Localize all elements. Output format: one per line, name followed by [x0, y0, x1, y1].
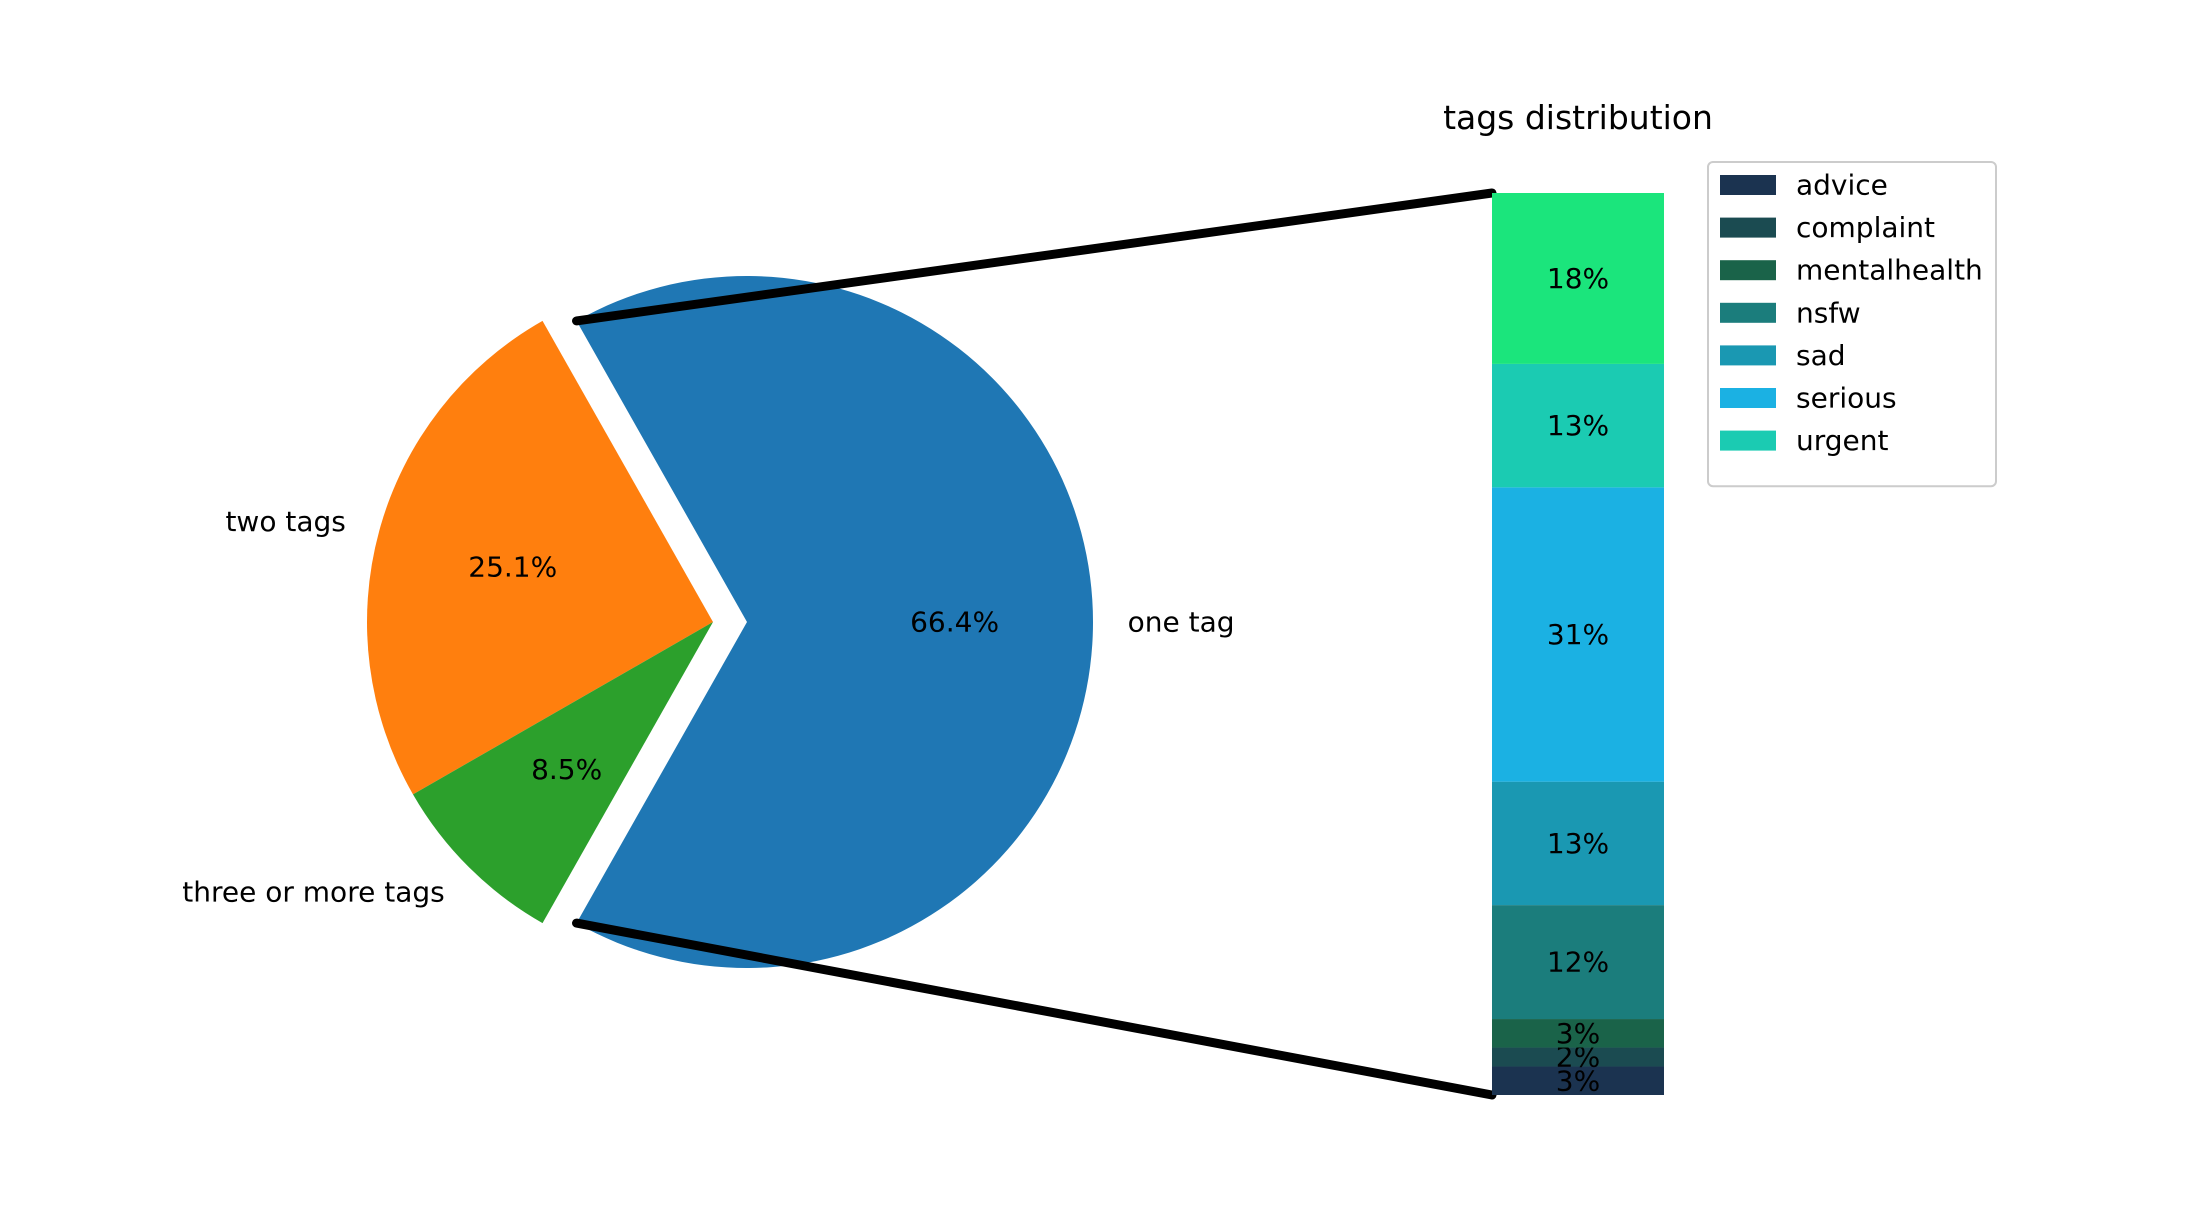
legend-swatch	[1720, 345, 1776, 366]
connector-lines	[572, 188, 1497, 1100]
pie-slice-label: two tags	[225, 505, 345, 538]
bar-segment	[1492, 487, 1664, 782]
legend-swatch	[1720, 302, 1776, 323]
bar-segment-label: 3%	[1556, 1017, 1600, 1050]
bar-segment	[1492, 1047, 1664, 1067]
legend-label: nsfw	[1796, 296, 1861, 329]
bar-segment-label: 12%	[1547, 946, 1609, 979]
bar-segment	[1492, 363, 1664, 488]
pie-percent-label: 8.5%	[531, 753, 602, 786]
legend-swatch	[1720, 217, 1776, 238]
bar-segment-label: 31%	[1547, 618, 1609, 651]
pie-percent-label: 66.4%	[910, 606, 999, 639]
bar-segment	[1492, 905, 1664, 1020]
legend-label: urgent	[1796, 424, 1889, 457]
bar-segment	[1492, 1019, 1664, 1048]
legend-swatch	[1720, 388, 1776, 408]
pie-chart: 66.4% one tag 25.1% two tags 8.5% three or mo…	[182, 275, 1235, 969]
stacked-bar-chart: 3%2%3%12%13%31%13%18%	[1492, 193, 1664, 1097]
connector-line	[572, 188, 1497, 326]
pie-slice	[576, 275, 1094, 969]
bar-segment-label: 18%	[1547, 262, 1609, 295]
legend-swatch	[1720, 260, 1776, 281]
bar-segment-label: 13%	[1547, 409, 1609, 442]
bar-segment	[1492, 781, 1664, 906]
legend-label: serious	[1796, 382, 1897, 415]
connector-line	[572, 918, 1497, 1100]
bar-segment-label: 3%	[1556, 1064, 1600, 1097]
legend-label: mentalhealth	[1796, 254, 1983, 287]
legend-label: sad	[1796, 339, 1846, 372]
legend-swatch	[1720, 175, 1776, 195]
pie-slice-label: one tag	[1128, 606, 1235, 639]
bar-segment	[1492, 193, 1664, 364]
pie-slice	[412, 622, 713, 924]
legend-frame	[1707, 161, 1997, 488]
pie-slice	[367, 320, 713, 795]
bar-segment-label: 13%	[1547, 827, 1609, 860]
legend-label: complaint	[1796, 211, 1935, 244]
pie-percent-label: 25.1%	[468, 551, 557, 584]
legend: advice complaint mentalhealth nsfw sad seriou…	[1707, 161, 1997, 488]
legend-swatch	[1720, 430, 1776, 451]
legend-label: advice	[1796, 169, 1888, 202]
pie-slice-label: three or more tags	[182, 875, 444, 908]
bar-segment	[1492, 1066, 1664, 1095]
chart-title: tags distribution	[1443, 98, 1713, 137]
